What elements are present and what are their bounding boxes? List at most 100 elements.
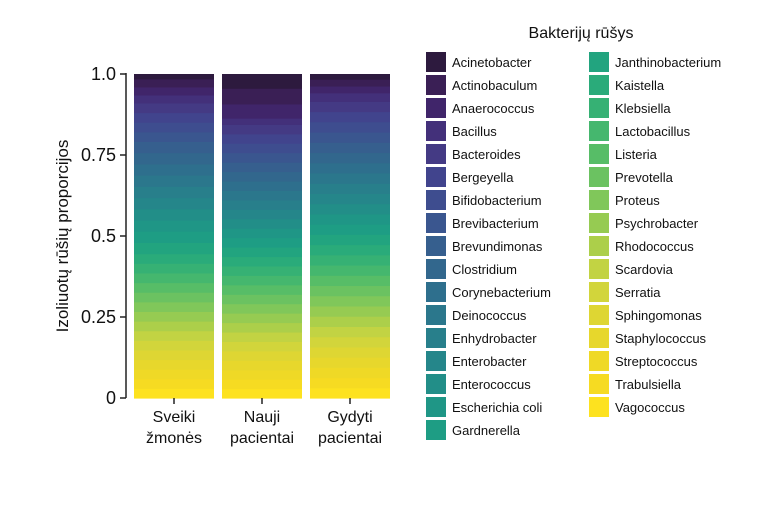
legend-label-1: Acinetobacter: [452, 55, 532, 70]
bar-segment-2-9: [222, 162, 302, 173]
bar-segment-1-3: [134, 86, 214, 96]
legend-swatch-17: [426, 420, 446, 440]
plot-area: [134, 74, 390, 399]
bar-segment-1-28: [134, 340, 214, 351]
bar-segment-3-3: [310, 85, 390, 94]
legend-label-19: Kaistella: [615, 78, 665, 93]
bar-segment-3-24: [310, 295, 390, 307]
bar-segment-2-27: [222, 331, 302, 342]
bar-segment-2-28: [222, 341, 302, 352]
legend-swatch-19: [589, 75, 609, 95]
bar-segment-2-8: [222, 152, 302, 163]
legend-swatch-12: [426, 305, 446, 325]
bar-segment-1-9: [134, 141, 214, 154]
bar-segment-2-32: [222, 379, 302, 390]
bar-segment-1-26: [134, 321, 214, 332]
legend-label-14: Enterobacter: [452, 354, 527, 369]
bar-segment-2-15: [222, 218, 302, 229]
bar-segment-2-24: [222, 303, 302, 314]
bar-segment-2-13: [222, 199, 302, 210]
legend-swatch-23: [589, 167, 609, 187]
legend-swatch-33: [589, 397, 609, 417]
bar-segment-1-13: [134, 186, 214, 199]
bar-segment-3-18: [310, 234, 390, 246]
bar-segment-1-18: [134, 242, 214, 255]
bar-segment-3-28: [310, 336, 390, 348]
y-tick-label-5: 1.0: [91, 64, 116, 84]
legend-label-4: Bacillus: [452, 124, 497, 139]
legend-label-24: Proteus: [615, 193, 660, 208]
bar-segment-3-10: [310, 152, 390, 164]
legend-swatch-14: [426, 351, 446, 371]
bar-segment-2-16: [222, 228, 302, 239]
legend-label-9: Brevundimonas: [452, 239, 543, 254]
legend-swatch-26: [589, 236, 609, 256]
legend-label-27: Scardovia: [615, 262, 674, 277]
legend-label-32: Trabulsiella: [615, 377, 682, 392]
bar-segment-2-4: [222, 118, 302, 125]
category-label-2-line-1: Nauji: [244, 409, 280, 426]
legend-swatch-2: [426, 75, 446, 95]
bar-segment-1-25: [134, 311, 214, 322]
legend-label-5: Bacteroides: [452, 147, 521, 162]
bar-segment-3-22: [310, 275, 390, 287]
bar-segment-1-33: [134, 388, 214, 399]
bar-segment-3-7: [310, 121, 390, 133]
bar-segment-2-12: [222, 190, 302, 201]
legend-label-20: Klebsiella: [615, 101, 671, 116]
bar-segment-2-20: [222, 265, 302, 276]
legend-label-17: Gardnerella: [452, 423, 521, 438]
bar-segment-1-30: [134, 359, 214, 370]
bar-segment-1-17: [134, 231, 214, 244]
legend-label-22: Listeria: [615, 147, 658, 162]
bar-segment-3-5: [310, 101, 390, 113]
bar-segment-2-23: [222, 294, 302, 305]
legend-swatch-6: [426, 167, 446, 187]
category-label-1-line-2: žmonės: [146, 430, 202, 447]
legend-swatch-29: [589, 305, 609, 325]
bar-segment-2-30: [222, 360, 302, 371]
legend-swatch-28: [589, 282, 609, 302]
y-tick-label-2: 0.25: [81, 307, 116, 327]
bar-segment-3-4: [310, 92, 390, 102]
bar-segment-3-16: [310, 213, 390, 225]
legend-label-13: Enhydrobacter: [452, 331, 537, 346]
legend-label-21: Lactobacillus: [615, 124, 691, 139]
legend-label-18: Janthinobacterium: [615, 55, 721, 70]
bar-segment-1-16: [134, 219, 214, 232]
bar-segment-1-12: [134, 175, 214, 187]
legend-label-28: Serratia: [615, 285, 661, 300]
category-label-3-line-1: Gydyti: [327, 409, 372, 426]
bar-segment-3-12: [310, 172, 390, 184]
legend-swatch-8: [426, 213, 446, 233]
bar-segment-3-21: [310, 264, 390, 276]
bar-segment-1-10: [134, 152, 214, 165]
bar-segment-3-13: [310, 183, 390, 194]
legend-label-16: Escherichia coli: [452, 400, 542, 415]
bar-segment-1-23: [134, 292, 214, 303]
bar-segment-2-26: [222, 322, 302, 333]
bar-segment-1-5: [134, 102, 214, 114]
bar-segment-2-14: [222, 209, 302, 220]
bar-segment-1-15: [134, 208, 214, 221]
bar-segment-3-26: [310, 316, 390, 327]
bar-segment-3-2: [310, 79, 390, 87]
legend-label-11: Corynebacterium: [452, 285, 551, 300]
legend-label-30: Staphylococcus: [615, 331, 707, 346]
bar-segment-3-25: [310, 305, 390, 317]
bar-segment-3-1: [310, 74, 390, 80]
bar-segment-1-19: [134, 253, 214, 264]
bar-segment-1-27: [134, 330, 214, 341]
bar-segment-1-24: [134, 301, 214, 312]
bar-segment-3-23: [310, 285, 390, 297]
legend-swatch-27: [589, 259, 609, 279]
legend-label-12: Deinococcus: [452, 308, 527, 323]
legend-label-29: Sphingomonas: [615, 308, 702, 323]
bar-segment-2-1: [222, 74, 302, 89]
bar-segment-3-14: [310, 193, 390, 205]
legend-title: Bakterijų rūšys: [529, 25, 634, 42]
category-label-3-line-2: pacientai: [318, 430, 382, 447]
legend-swatch-5: [426, 144, 446, 164]
legend-label-2: Actinobaculum: [452, 78, 537, 93]
